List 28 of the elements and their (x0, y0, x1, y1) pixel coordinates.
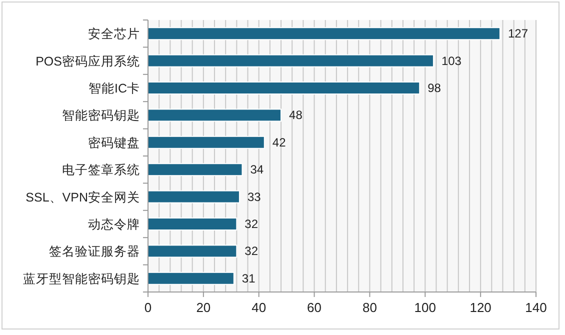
data-label: 98 (428, 81, 442, 95)
y-tick-label: 动态令牌 (88, 218, 140, 232)
x-tick-label: 140 (525, 300, 547, 315)
y-tick-label: 安全芯片 (88, 26, 140, 42)
data-label: 34 (250, 162, 264, 177)
x-tick-label: 80 (362, 300, 377, 315)
y-tick-label: 蓝牙型智能密码钥匙 (23, 272, 140, 286)
x-tick-label: 120 (470, 300, 492, 315)
y-tick-label: 签名验证服务器 (49, 244, 140, 259)
data-label: 32 (244, 217, 258, 231)
data-label: 127 (508, 26, 528, 41)
x-tick-label: 20 (196, 300, 211, 315)
x-tick-label: 0 (144, 300, 152, 315)
y-tick-label: 密码键盘 (88, 136, 140, 150)
data-label: 32 (244, 244, 258, 258)
y-tick-label: POS密码应用系统 (36, 53, 140, 68)
y-tick-label: 智能密码钥匙 (62, 108, 140, 123)
x-tick-label: 40 (252, 300, 266, 315)
x-tick-label: 100 (414, 300, 436, 315)
data-label: 42 (272, 135, 286, 150)
y-tick-label: 智能IC卡 (88, 82, 140, 96)
data-label: 103 (441, 54, 462, 68)
data-label: 48 (289, 108, 303, 122)
data-label: 31 (242, 271, 256, 286)
data-label: 33 (247, 190, 262, 204)
y-tick-label: SSL、VPN安全网关 (26, 189, 140, 204)
y-tick-label: 电子签章系统 (62, 163, 140, 178)
x-tick-label: 60 (307, 300, 322, 315)
